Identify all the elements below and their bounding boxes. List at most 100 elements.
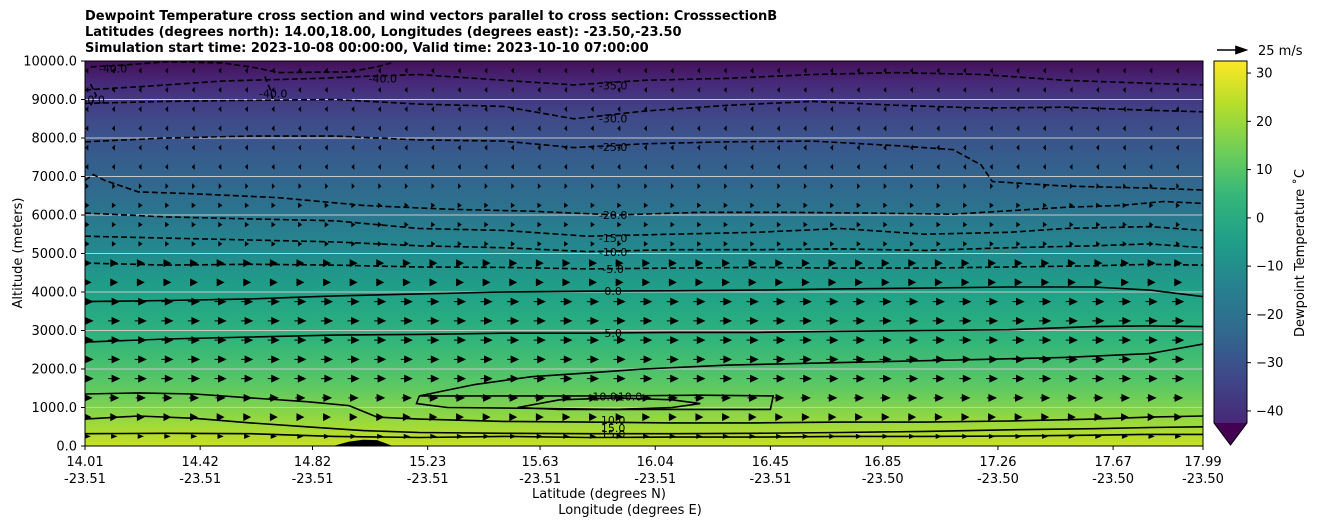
wind-vector-arrow: [243, 259, 252, 268]
wind-vector-arrow: [510, 144, 514, 151]
wind-vector-arrow: [936, 86, 940, 93]
wind-vector-arrow: [1012, 374, 1025, 383]
wind-vector-arrow: [830, 221, 835, 228]
wind-vector-arrow: [693, 336, 706, 345]
wind-vector-arrow: [830, 163, 834, 170]
wind-vector-arrow: [218, 241, 223, 247]
wind-vector-arrow: [351, 221, 356, 228]
wind-vector-arrow: [510, 67, 514, 74]
wind-vector-arrow: [591, 183, 595, 190]
wind-vector-arrow: [244, 163, 248, 170]
wind-vector-arrow: [586, 336, 600, 345]
wind-vector-arrow: [191, 106, 195, 113]
contour-line: [85, 98, 1203, 120]
wind-vector-arrow: [963, 241, 968, 247]
wind-vector-arrow: [241, 355, 254, 364]
wind-vector-arrow: [537, 125, 541, 132]
wind-vector-arrow: [666, 297, 679, 306]
wind-vector-arrow: [564, 125, 568, 132]
wind-vector-arrow: [909, 241, 915, 247]
wind-vector-arrow: [457, 67, 461, 74]
wind-vector-arrow: [985, 297, 999, 306]
contour-line: [85, 71, 1203, 91]
wind-vector-arrow: [560, 316, 573, 325]
wind-vector-arrow: [586, 355, 600, 364]
wind-vector-arrow: [1092, 355, 1105, 364]
wind-vector-arrow: [271, 86, 275, 93]
wind-vector-arrow: [457, 202, 462, 209]
wind-vector-arrow: [351, 125, 355, 132]
wind-vector-arrow: [537, 183, 541, 190]
wind-vector-arrow: [617, 106, 621, 113]
wind-vector-arrow: [480, 336, 493, 345]
wind-vector-arrow: [640, 316, 653, 325]
wind-vector-arrow: [642, 413, 651, 422]
wind-vector-arrow: [642, 259, 651, 268]
wind-vector-arrow: [1016, 125, 1020, 132]
wind-vector-arrow: [480, 355, 493, 364]
wind-vector-arrow: [1149, 125, 1153, 132]
wind-vector-arrow: [269, 413, 278, 422]
contour-label: -10.0: [599, 246, 627, 259]
wind-vector-arrow: [564, 163, 568, 170]
wind-vector-arrow: [776, 67, 780, 74]
wind-vector-arrow: [376, 278, 385, 287]
wind-vector-arrow: [296, 278, 305, 287]
wind-vector-arrow: [218, 144, 222, 151]
wind-vector-arrow: [298, 125, 302, 132]
wind-vector-arrow: [163, 278, 172, 287]
wind-vector-arrow: [1118, 355, 1132, 364]
wind-vector-arrow: [723, 144, 727, 151]
wind-vector-arrow: [322, 278, 332, 287]
wind-vector-arrow: [644, 183, 648, 190]
wind-vector-arrow: [1145, 374, 1158, 383]
wind-vector-arrow: [854, 278, 864, 287]
wind-vector-arrow: [400, 316, 413, 325]
contour-label: -35.0: [599, 79, 627, 92]
wind-vector-arrow: [695, 259, 704, 268]
x-tick-label-latitude: 16.45: [752, 455, 789, 470]
wind-vector-arrow: [1069, 221, 1074, 228]
wind-vector-arrow: [244, 144, 248, 151]
wind-vector-arrow: [137, 433, 145, 439]
wind-vector-arrow: [187, 316, 201, 325]
wind-vector-arrow: [1016, 241, 1021, 247]
chart-title-line-2: Latitudes (degrees north): 14.00,18.00, …: [85, 25, 682, 40]
colorbar-tick-label: 30: [1256, 67, 1273, 82]
wind-vector-arrow: [562, 278, 571, 287]
wind-vector-arrow: [723, 241, 728, 247]
wind-vector-arrow: [138, 183, 142, 190]
wind-vector-arrow: [507, 316, 520, 325]
wind-vector-arrow: [719, 336, 733, 345]
wind-vector-arrow: [880, 393, 891, 402]
wind-vector-arrow: [773, 355, 786, 364]
wind-vector-arrow: [1149, 202, 1154, 209]
wind-vector-arrow: [590, 163, 594, 170]
wind-vector-arrow: [138, 125, 142, 132]
wind-vector-arrow: [510, 241, 516, 247]
wind-vector-arrow: [161, 316, 174, 325]
wind-vector-arrow: [1118, 297, 1132, 306]
wind-vector-arrow: [347, 297, 360, 306]
wind-vector-arrow: [1016, 86, 1020, 93]
wind-vector-arrow: [138, 221, 143, 228]
contour-line: [415, 394, 775, 411]
wind-vector-arrow: [1122, 163, 1126, 170]
contour-label: 10.0: [618, 391, 643, 404]
wind-vector-arrow: [1149, 86, 1153, 93]
wind-vector-arrow: [294, 297, 307, 306]
wind-vector-arrow: [750, 183, 754, 190]
wind-vector-arrow: [191, 144, 195, 151]
wind-vector-arrow: [537, 202, 542, 209]
wind-vector-arrow: [721, 278, 731, 287]
wind-vector-arrow: [404, 67, 408, 74]
wind-vector-arrow: [269, 259, 278, 268]
wind-vector-arrow: [324, 221, 329, 228]
wind-vector-arrow: [1039, 297, 1052, 306]
wind-vector-arrow: [244, 67, 248, 74]
wind-vector-arrow: [324, 86, 328, 93]
wind-vector-arrow: [936, 202, 941, 209]
wind-vector-arrow: [404, 202, 409, 209]
wind-vector-arrow: [351, 183, 355, 190]
wind-vector-arrow: [1012, 297, 1025, 306]
